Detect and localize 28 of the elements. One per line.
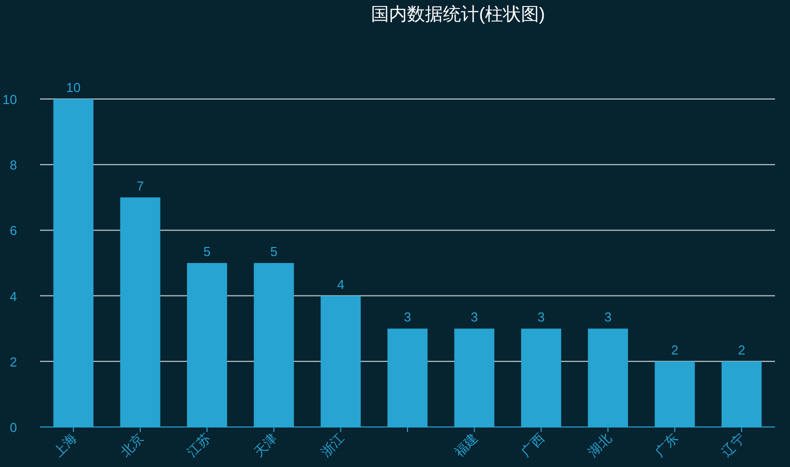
x-tick-label: 北京 (117, 430, 146, 460)
data-label: 4 (337, 276, 344, 292)
x-tick-label: 上海 (50, 430, 80, 460)
x-tick-label: 湖北 (585, 430, 614, 460)
y-tick-label: 2 (10, 354, 17, 370)
data-label: 2 (738, 342, 746, 358)
x-tick-label: 福建 (451, 430, 480, 460)
data-label: 5 (270, 244, 278, 259)
y-tick-label: 0 (10, 420, 17, 435)
data-label: 3 (604, 310, 612, 325)
data-label: 7 (136, 178, 144, 194)
data-label: 3 (470, 310, 478, 325)
y-tick-label: 8 (10, 158, 17, 173)
data-label: 10 (66, 80, 81, 95)
x-tick-label: 浙江 (318, 430, 347, 460)
y-tick-label: 6 (10, 223, 17, 238)
data-label: 5 (203, 244, 211, 259)
y-tick-label: 4 (10, 288, 17, 304)
y-tick-label: 10 (2, 92, 17, 107)
data-label: 3 (404, 310, 412, 325)
chart-title: 国内数据统计(柱状图) (371, 4, 545, 24)
x-tick-label: 江苏 (184, 430, 214, 460)
x-tick-label: 天津 (250, 430, 280, 460)
x-tick-label: 辽宁 (718, 430, 748, 460)
data-label: 2 (671, 342, 678, 358)
x-tick-label: 广西 (518, 430, 548, 460)
data-label: 3 (538, 310, 545, 325)
x-tick-label: 广东 (652, 430, 681, 460)
